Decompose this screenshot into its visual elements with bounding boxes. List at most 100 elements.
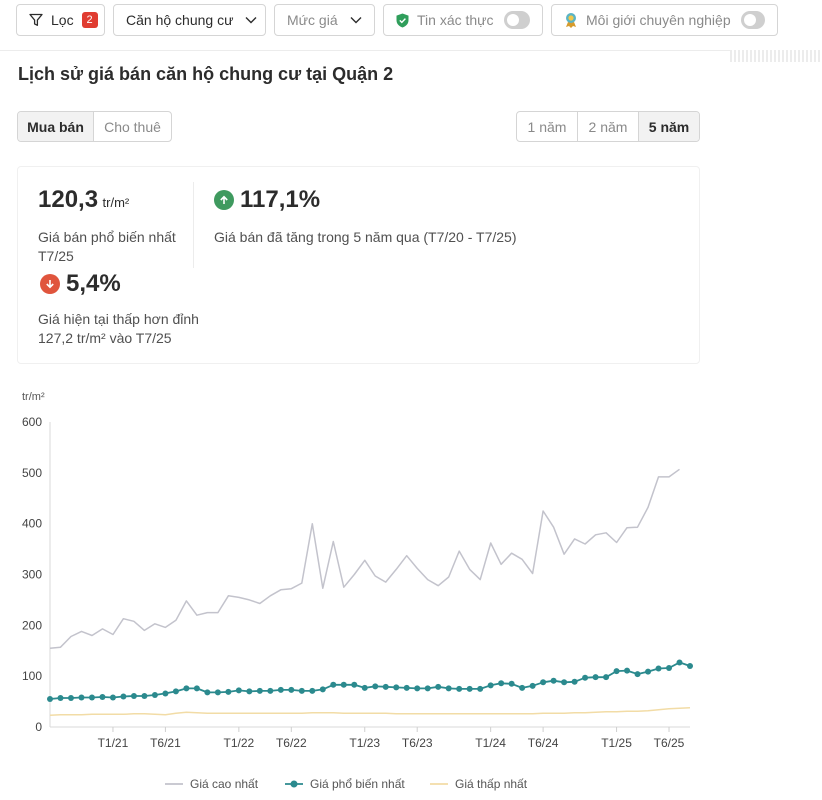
divider-strip: [730, 50, 822, 62]
x-tick-label: T6/25: [654, 736, 685, 750]
filter-button[interactable]: Lọc 2: [16, 4, 105, 36]
listing-mode-tabs: Mua bán Cho thuê: [17, 111, 172, 142]
arrow-up-icon: [214, 190, 234, 210]
summary-divider: [193, 182, 194, 268]
series-point-common: [78, 694, 85, 701]
y-tick-label: 500: [22, 466, 42, 480]
series-point-common: [687, 663, 693, 669]
common-price-value: 120,3: [38, 186, 99, 213]
series-point-common: [67, 695, 74, 702]
common-price-unit: tr/m²: [102, 195, 130, 210]
x-tick-label: T6/23: [402, 736, 433, 750]
property-type-value: Căn hộ chung cư: [126, 12, 234, 28]
tab-5-years[interactable]: 5 năm: [639, 112, 699, 141]
common-price-desc-line1: Giá bán phổ biến nhất: [38, 229, 176, 245]
tab-1-year[interactable]: 1 năm: [517, 112, 578, 141]
price-chart-svg: tr/m² 0 100 200 300 400 500 600 T1/21 T6/21 T1/22 T…: [22, 391, 693, 791]
series-point-common: [288, 686, 295, 693]
series-point-common: [582, 674, 589, 681]
page-title: Lịch sử giá bán căn hộ chung cư tại Quận…: [18, 64, 394, 84]
chevron-down-icon: [350, 16, 362, 24]
series-point-common: [414, 685, 421, 692]
series-line-low: [49, 706, 691, 717]
tab-2-years[interactable]: 2 năm: [578, 112, 639, 141]
x-tick-label: T1/21: [98, 736, 129, 750]
filter-label: Lọc: [51, 12, 74, 28]
series-point-common: [571, 678, 578, 685]
series-point-common: [298, 687, 305, 694]
series-point-common: [466, 685, 473, 692]
series-point-common: [225, 688, 232, 695]
series-point-common: [351, 681, 358, 688]
series-point-common: [435, 683, 442, 690]
series-point-common: [592, 674, 599, 681]
series-point-common: [634, 671, 641, 678]
series-point-common: [445, 685, 452, 692]
verified-label: Tin xác thực: [417, 12, 494, 28]
series-point-common: [645, 668, 652, 675]
legend-label-common: Giá phổ biến nhất: [310, 777, 405, 791]
growth-stat: 117,1%: [214, 186, 320, 214]
series-point-common: [246, 688, 253, 695]
series-point-common: [267, 687, 274, 694]
series-point-common: [99, 694, 106, 701]
drop-stat: 5,4%: [40, 270, 121, 298]
x-tick-label: T1/24: [475, 736, 506, 750]
common-price-stat: 120,3 tr/m²: [38, 186, 129, 214]
series-point-common: [666, 665, 673, 672]
pro-broker-toggle[interactable]: [740, 11, 765, 29]
series-point-common: [340, 681, 347, 688]
series-point-common: [57, 695, 64, 702]
verified-toggle[interactable]: [503, 11, 530, 29]
series-point-common: [88, 694, 95, 701]
arrow-down-icon: [40, 274, 60, 294]
series-point-common: [613, 668, 620, 675]
tab-cho-thue[interactable]: Cho thuê: [104, 118, 161, 135]
y-axis-label: tr/m²: [22, 391, 45, 403]
series-point-common: [309, 687, 316, 694]
series-point-common: [498, 680, 505, 687]
y-tick-label: 400: [22, 517, 42, 531]
x-tick-label: T1/22: [224, 736, 255, 750]
growth-desc: Giá bán đã tăng trong 5 năm qua (T7/20 -…: [214, 229, 517, 245]
series-point-common: [204, 689, 211, 696]
price-dropdown[interactable]: Mức giá: [274, 4, 375, 36]
series-point-common: [487, 682, 494, 689]
legend-label-high: Giá cao nhất: [190, 777, 259, 791]
series-point-common: [183, 685, 190, 692]
pro-broker-toggle-button[interactable]: Môi giới chuyên nghiệp: [551, 4, 778, 36]
legend-marker-common: [290, 780, 298, 788]
verified-toggle-button[interactable]: Tin xác thực: [383, 4, 543, 36]
series-point-common: [193, 685, 200, 692]
x-tick-label: T6/21: [150, 736, 181, 750]
filter-count-badge: 2: [81, 12, 98, 28]
filter-bar: Lọc 2 Căn hộ chung cư Mức giá Tin xác th…: [16, 4, 778, 36]
chevron-down-icon: [245, 16, 257, 24]
price-history-chart: tr/m² 0 100 200 300 400 500 600 T1/21 T6/21 T1/22 T…: [0, 380, 822, 800]
drop-desc-line1: Giá hiện tại thấp hơn đỉnh: [38, 311, 199, 327]
x-tick-label: T1/25: [601, 736, 632, 750]
property-type-dropdown[interactable]: Căn hộ chung cư: [113, 4, 266, 36]
y-tick-label: 0: [35, 720, 42, 734]
series-point-common: [277, 686, 284, 693]
series-point-common: [330, 681, 337, 688]
series-point-common: [550, 677, 557, 684]
series-point-common: [508, 680, 515, 687]
series-point-common: [655, 665, 662, 672]
filter-icon: [29, 13, 43, 27]
medal-icon: [564, 12, 578, 28]
series-point-common: [109, 694, 116, 701]
series-point-common: [519, 684, 526, 691]
x-tick-label: T1/23: [349, 736, 380, 750]
series-line-high: [49, 468, 680, 649]
series-point-common: [141, 692, 148, 699]
tab-mua-ban[interactable]: Mua bán: [18, 112, 94, 141]
pro-broker-label: Môi giới chuyên nghiệp: [586, 12, 731, 28]
series-point-common: [172, 688, 179, 695]
series-point-common: [151, 691, 158, 698]
drop-value: 5,4%: [66, 270, 121, 297]
series-point-common: [676, 659, 683, 666]
y-tick-label: 300: [22, 568, 42, 582]
series-point-common: [456, 685, 463, 692]
drop-desc-line2: 127,2 tr/m² vào T7/25: [38, 330, 172, 346]
